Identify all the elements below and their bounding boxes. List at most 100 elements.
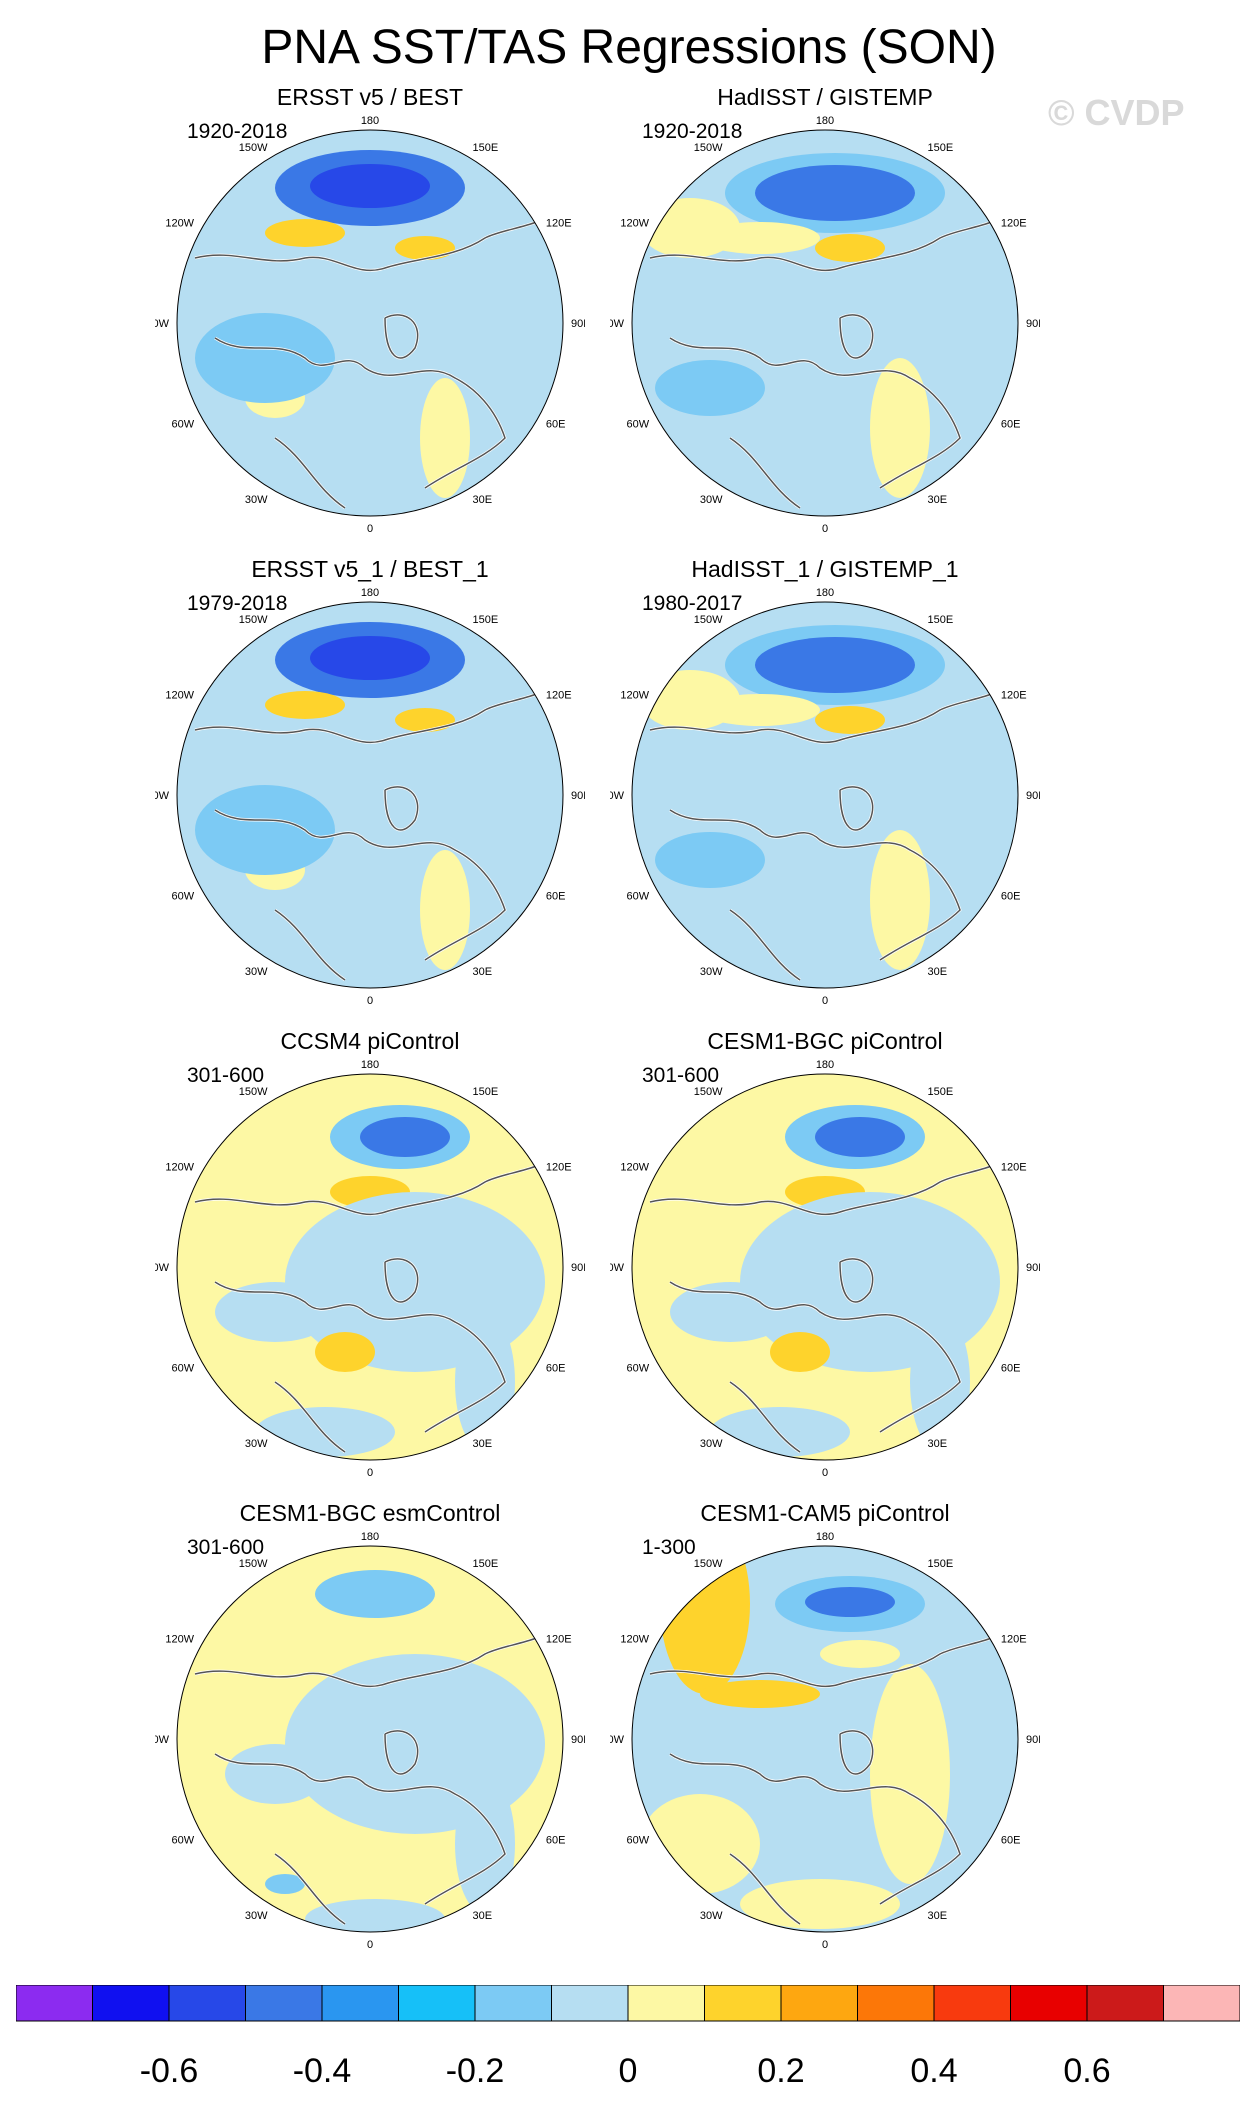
anomaly-region bbox=[740, 1879, 900, 1929]
anomaly-region bbox=[815, 234, 885, 262]
longitude-label: 120E bbox=[1001, 218, 1027, 230]
longitude-label: 30E bbox=[928, 966, 948, 978]
longitude-label: 120E bbox=[1001, 1162, 1027, 1174]
polar-map: 180 0 90E 90W 120E 150E 60E 30E 120W 150W 60W 30W bbox=[155, 587, 585, 1007]
coastline bbox=[194, 207, 563, 509]
anomaly-region bbox=[310, 164, 430, 208]
longitude-label: 30W bbox=[700, 494, 723, 506]
panel-period: 1920-2018 bbox=[187, 120, 288, 143]
longitude-label: 60W bbox=[171, 1835, 194, 1847]
colorbar-tick-label: 0 bbox=[618, 2052, 638, 2090]
longitude-label: 30E bbox=[473, 494, 493, 506]
anomaly-region bbox=[770, 1332, 830, 1372]
colorbar-swatch bbox=[780, 1985, 858, 2022]
longitude-label: 60W bbox=[626, 891, 649, 903]
panel-title: ERSST v5_1 / BEST_1 bbox=[251, 556, 489, 582]
panel-title: HadISST_1 / GISTEMP_1 bbox=[691, 556, 959, 582]
longitude-label: 60E bbox=[1001, 1835, 1021, 1847]
anomaly-region bbox=[265, 219, 345, 247]
anomaly-region bbox=[655, 832, 765, 888]
longitude-label: 60W bbox=[626, 1363, 649, 1375]
longitude-label: 0 bbox=[822, 995, 828, 1007]
anomaly-region bbox=[870, 830, 930, 970]
longitude-label: 150E bbox=[928, 142, 954, 154]
polar-map: 180 0 90E 90W 120E 150E 60E 30E 120W 150W 60W 30W bbox=[610, 1531, 1040, 1951]
longitude-label: 30W bbox=[245, 966, 268, 978]
longitude-label: 90W bbox=[610, 318, 625, 330]
longitude-label: 120E bbox=[546, 1634, 572, 1646]
anomaly-region bbox=[640, 670, 740, 730]
polar-map: 180 0 90E 90W 120E 150E 60E 30E 120W 150W 60W 30W bbox=[155, 115, 585, 535]
anomaly-region bbox=[700, 1680, 820, 1708]
longitude-label: 150W bbox=[239, 1086, 268, 1098]
longitude-label: 150E bbox=[473, 142, 499, 154]
longitude-label: 120W bbox=[620, 1162, 649, 1174]
longitude-label: 120E bbox=[546, 1162, 572, 1174]
map-panel: ERSST v5 / BEST 1920-2018 180 0 90E 90W 120E 15… bbox=[85, 84, 585, 604]
map-border bbox=[176, 601, 564, 989]
longitude-label: 30W bbox=[245, 1438, 268, 1450]
longitude-label: 60E bbox=[546, 1835, 566, 1847]
anomaly-region bbox=[815, 1117, 905, 1157]
longitude-label: 90E bbox=[571, 1262, 585, 1274]
polar-map: 180 0 90E 90W 120E 150E 60E 30E 120W 150W 60W 30W bbox=[610, 115, 1040, 535]
longitude-label: 120W bbox=[165, 1162, 194, 1174]
longitude-label: 30E bbox=[928, 1438, 948, 1450]
colorbar-swatch bbox=[627, 1985, 705, 2022]
anomaly-region bbox=[420, 850, 470, 970]
map-panel: HadISST_1 / GISTEMP_1 1980-2017 180 0 90E 90W… bbox=[540, 556, 1040, 1076]
anomaly-region bbox=[670, 1282, 790, 1342]
longitude-label: 30W bbox=[245, 494, 268, 506]
longitude-label: 30W bbox=[700, 1438, 723, 1450]
colorbar-tick-label: -0.6 bbox=[139, 2052, 199, 2090]
colorbar-swatch bbox=[321, 1985, 399, 2022]
anomaly-region bbox=[195, 313, 335, 403]
longitude-label: 120W bbox=[620, 1634, 649, 1646]
colorbar-swatch bbox=[1010, 1985, 1088, 2022]
longitude-label: 60W bbox=[171, 1363, 194, 1375]
longitude-label: 150E bbox=[928, 1086, 954, 1098]
anomaly-region bbox=[755, 637, 915, 693]
panel-period: 301-600 bbox=[187, 1536, 265, 1559]
longitude-label: 30W bbox=[700, 1910, 723, 1922]
longitude-label: 30E bbox=[928, 494, 948, 506]
longitude-label: 120W bbox=[165, 1634, 194, 1646]
longitude-label: 0 bbox=[822, 1467, 828, 1479]
anomaly-region bbox=[820, 1640, 900, 1668]
map-border bbox=[631, 1073, 1019, 1461]
longitude-label: 150W bbox=[239, 614, 268, 626]
longitude-label: 90W bbox=[610, 790, 625, 802]
longitude-label: 120E bbox=[546, 218, 572, 230]
longitude-label: 0 bbox=[367, 1467, 373, 1479]
panel-title: CCSM4 piControl bbox=[280, 1028, 460, 1054]
anomaly-region bbox=[255, 1407, 395, 1457]
colorbar-swatch bbox=[398, 1985, 476, 2022]
longitude-label: 60E bbox=[1001, 1363, 1021, 1375]
polar-map: 180 0 90E 90W 120E 150E 60E 30E 120W 150W 60W 30W bbox=[610, 587, 1040, 1007]
longitude-label: 60E bbox=[1001, 419, 1021, 431]
longitude-label: 180 bbox=[816, 1059, 834, 1071]
longitude-label: 30W bbox=[245, 1910, 268, 1922]
anomaly-region bbox=[420, 378, 470, 498]
map-border bbox=[176, 129, 564, 517]
anomaly-region bbox=[315, 1570, 435, 1618]
coastline bbox=[194, 679, 563, 981]
longitude-label: 90E bbox=[571, 318, 585, 330]
anomaly-region bbox=[640, 1794, 760, 1894]
longitude-label: 90W bbox=[610, 1262, 625, 1274]
map-panel: ERSST v5_1 / BEST_1 1979-2018 180 0 90E 90W 12… bbox=[85, 556, 585, 1076]
longitude-label: 30E bbox=[473, 966, 493, 978]
anomaly-region bbox=[215, 1282, 335, 1342]
longitude-label: 180 bbox=[816, 587, 834, 599]
longitude-label: 60E bbox=[546, 891, 566, 903]
colorbar-swatch bbox=[1163, 1985, 1240, 2022]
map-panel: CESM1-CAM5 piControl1-300180090E90W120E1… bbox=[540, 1500, 1040, 2020]
longitude-label: 60E bbox=[546, 1363, 566, 1375]
anomaly-region bbox=[455, 1774, 515, 1914]
longitude-label: 90E bbox=[1026, 790, 1040, 802]
longitude-label: 120W bbox=[620, 218, 649, 230]
panel-title: CESM1-BGC piControl bbox=[707, 1028, 943, 1054]
coastline bbox=[649, 1623, 1018, 1925]
panel-period: 1-300 bbox=[642, 1536, 696, 1559]
longitude-label: 0 bbox=[367, 995, 373, 1007]
